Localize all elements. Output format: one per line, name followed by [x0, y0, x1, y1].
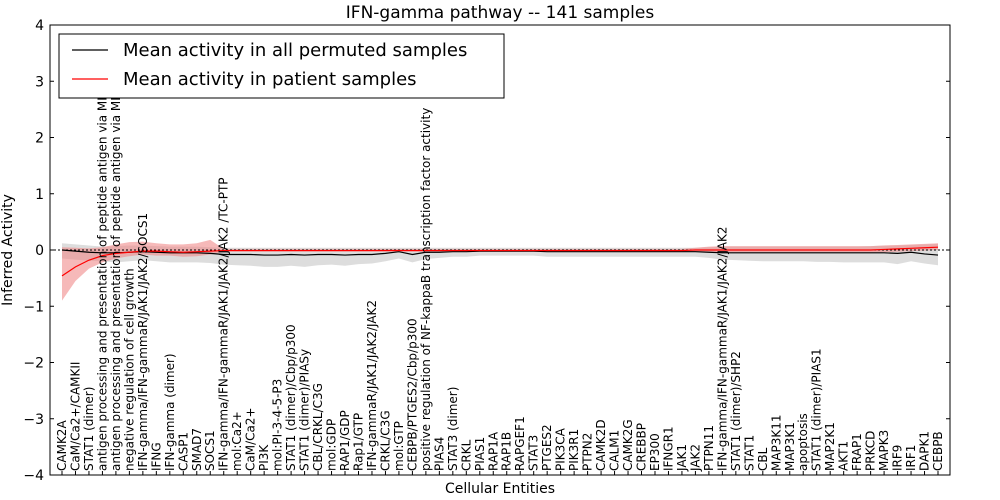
x-category-label: STAT3 (dimer) [446, 387, 460, 471]
x-category-label: PTPN11 [702, 425, 716, 471]
y-axis-title: Inferred Activity [0, 194, 16, 306]
x-axis-title: Cellular Entities [445, 481, 555, 497]
y-tick-label: 0 [35, 243, 44, 259]
x-category-label: MAP2K1 [823, 422, 837, 471]
x-category-label: antigen processing and presentation of p… [95, 42, 109, 471]
x-category-label: IRF1 [904, 445, 918, 471]
x-category-label: CAMK2D [594, 419, 608, 471]
series-line-1 [61, 246, 939, 277]
x-category-label: IRF9 [891, 445, 905, 471]
legend-box [58, 33, 505, 99]
x-category-label: CEBPB/PTGES2/Cbp/p300 [405, 318, 419, 471]
x-category-label: PRKCD [864, 431, 878, 471]
x-category-label: CASP1 [176, 432, 190, 471]
x-category-label: AKT1 [837, 441, 851, 471]
x-category-label: antigen processing and presentation of p… [109, 39, 123, 471]
x-category-label: JAK1 [675, 444, 689, 472]
x-category-label: mol:GDP [325, 419, 339, 471]
x-category-label: STAT1 [742, 435, 756, 471]
x-category-label: negative regulation of cell growth [122, 268, 136, 471]
x-category-label: RAPGEF1 [513, 416, 527, 471]
x-category-label: STAT1 (dimer)/SHP2 [729, 351, 743, 471]
x-category-label: PTGES2 [540, 424, 554, 471]
x-category-label: PIK3CA [554, 427, 568, 471]
x-category-label: IFNG [149, 442, 163, 471]
x-category-label: CaM/Ca2+/CAMKII [68, 362, 82, 471]
x-category-label: CAMK2A [55, 420, 69, 471]
legend-label-permuted: Mean activity in all permuted samples [123, 40, 467, 61]
legend: Mean activity in all permuted samples Me… [58, 33, 505, 99]
x-category-label: SOCS1 [203, 430, 217, 471]
x-category-label: CAMK2G [621, 419, 635, 471]
confidence-bands [62, 239, 938, 301]
x-category-label: STAT1 (dimer)/Cbp/p300 [284, 324, 298, 471]
x-category-label: STAT1 (dimer)/PIASy [298, 349, 312, 471]
x-category-label: CRKL/C3G [378, 410, 392, 471]
x-category-label: RAP1B [500, 432, 514, 471]
y-tick-label: 1 [35, 187, 44, 203]
x-category-label: CBL [756, 447, 770, 471]
x-category-label: mol:Ca2+ [230, 411, 244, 471]
x-category-label: PI3K [257, 444, 271, 471]
x-axis-category-labels: CAMK2A CaM/Ca2+/CAMKII STAT1 (dimer) antige… [55, 39, 945, 475]
y-axis-ticks: −4 −3 −2 −1 0 1 2 3 4 [23, 18, 950, 484]
y-tick-label: −2 [23, 356, 44, 372]
y-tick-label: 4 [35, 18, 44, 34]
x-category-label: CRKL [459, 439, 473, 471]
x-category-label: CBL/CRKL/C3G [311, 383, 325, 471]
x-category-label: Rap1/GTP [351, 413, 365, 471]
x-category-label: CALM1 [608, 430, 622, 471]
legend-label-patient: Mean activity in patient samples [123, 69, 417, 90]
x-category-label: mol:PI-3-4-5-P3 [271, 379, 285, 471]
x-category-label: IFN-gamma/IFN-gammaR/JAK1/JAK2/JAK2 /TC-… [217, 177, 231, 471]
x-category-label: JAK2 [688, 444, 702, 472]
x-category-label: IFN-gamma/IFN-gammaR/JAK1/JAK2/SOCS1 [136, 213, 150, 471]
x-category-label: STAT3 [527, 435, 541, 471]
x-category-label: PIAS4 [432, 437, 446, 471]
x-category-label: DAPK1 [918, 431, 932, 471]
x-category-label: FRAP1 [850, 433, 864, 471]
x-category-label: mol:GTP [392, 421, 406, 471]
x-category-label: RAP1/GDP [338, 410, 352, 471]
x-category-label: apoptosis [796, 413, 810, 471]
x-category-label: CaM/Ca2+ [244, 407, 258, 471]
x-category-label: RAP1A [486, 431, 500, 471]
x-category-label: EP300 [648, 433, 662, 471]
y-tick-label: −3 [23, 412, 44, 428]
x-category-label: SMAD7 [190, 428, 204, 471]
x-category-label: IFN-gammaR/JAK1/JAK2/JAK2 [365, 300, 379, 471]
x-category-label: PIAS1 [473, 437, 487, 471]
x-category-label: MAP3K1 [783, 422, 797, 471]
series-band-1 [62, 239, 938, 301]
x-category-label: MAP3K11 [769, 414, 783, 471]
x-category-label: STAT1 (dimer)/PIAS1 [810, 348, 824, 471]
x-category-label: IFN-gamma (dimer) [163, 353, 177, 471]
x-category-label: IFN-gamma/IFN-gammaR/JAK1/JAK2/JAK2 [715, 226, 729, 471]
chart-title: IFN-gamma pathway -- 141 samples [346, 3, 655, 23]
x-category-label: IFNGR1 [661, 426, 675, 471]
x-category-label: CEBPB [931, 431, 945, 471]
y-tick-label: −4 [23, 468, 44, 484]
y-tick-label: −1 [23, 299, 44, 315]
x-category-label: MAPK3 [877, 430, 891, 471]
x-category-label: positive regulation of NF-kappaB transcr… [419, 108, 433, 471]
x-category-label: STAT1 (dimer) [82, 387, 96, 471]
x-category-label: PTPN2 [581, 433, 595, 471]
x-category-label: CREBBP [635, 423, 649, 471]
y-tick-label: 2 [35, 131, 44, 147]
x-category-label: PIK3R1 [567, 429, 581, 471]
y-tick-label: 3 [35, 74, 44, 90]
series-lines [61, 246, 939, 277]
